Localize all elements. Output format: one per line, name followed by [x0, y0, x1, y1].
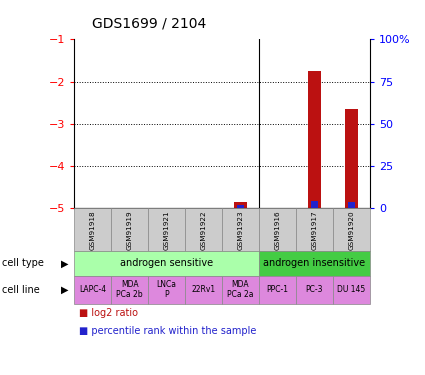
Bar — [345, 109, 358, 208]
Text: androgen insensitive: androgen insensitive — [264, 258, 366, 268]
Text: LAPC-4: LAPC-4 — [79, 285, 106, 294]
Text: GSM91920: GSM91920 — [348, 210, 354, 249]
Text: cell line: cell line — [2, 285, 40, 295]
Text: GSM91923: GSM91923 — [238, 210, 244, 249]
Text: androgen sensitive: androgen sensitive — [120, 258, 213, 268]
Text: ▶: ▶ — [61, 285, 69, 295]
Bar — [348, 202, 354, 208]
Text: cell type: cell type — [2, 258, 44, 268]
Bar — [308, 71, 321, 208]
Bar — [237, 205, 244, 208]
Text: PPC-1: PPC-1 — [266, 285, 289, 294]
Text: GSM91916: GSM91916 — [275, 210, 280, 249]
Text: GSM91919: GSM91919 — [127, 210, 133, 249]
Text: MDA
PCa 2a: MDA PCa 2a — [227, 280, 254, 299]
Text: GSM91922: GSM91922 — [201, 210, 207, 249]
Text: MDA
PCa 2b: MDA PCa 2b — [116, 280, 143, 299]
Bar — [311, 201, 318, 208]
Text: ■ percentile rank within the sample: ■ percentile rank within the sample — [79, 326, 256, 336]
Text: GSM91918: GSM91918 — [90, 210, 96, 249]
Text: PC-3: PC-3 — [306, 285, 323, 294]
Text: 22Rv1: 22Rv1 — [192, 285, 215, 294]
Text: GDS1699 / 2104: GDS1699 / 2104 — [92, 17, 206, 31]
Text: GSM91917: GSM91917 — [312, 210, 317, 249]
Text: ■ log2 ratio: ■ log2 ratio — [79, 308, 138, 318]
Text: DU 145: DU 145 — [337, 285, 366, 294]
Text: GSM91921: GSM91921 — [164, 210, 170, 249]
Text: LNCa
P: LNCa P — [157, 280, 177, 299]
Bar — [234, 202, 247, 208]
Text: ▶: ▶ — [61, 258, 69, 268]
